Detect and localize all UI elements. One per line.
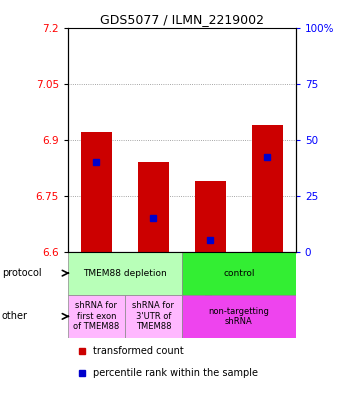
Text: TMEM88 depletion: TMEM88 depletion [83,269,167,277]
Bar [81,132,112,252]
Text: control: control [223,269,255,277]
Text: shRNA for
3'UTR of
TMEM88: shRNA for 3'UTR of TMEM88 [132,301,174,331]
Bar [125,295,182,338]
Bar [182,295,296,338]
Text: other: other [2,311,28,321]
Bar [138,162,169,252]
Bar [252,125,283,252]
Bar [182,252,296,295]
Text: non-targetting
shRNA: non-targetting shRNA [208,307,269,326]
Text: protocol: protocol [2,268,41,278]
Text: percentile rank within the sample: percentile rank within the sample [93,368,258,378]
Text: transformed count: transformed count [93,346,184,356]
Bar [195,180,226,252]
Bar [68,295,125,338]
Text: shRNA for
first exon
of TMEM88: shRNA for first exon of TMEM88 [73,301,120,331]
Title: GDS5077 / ILMN_2219002: GDS5077 / ILMN_2219002 [100,13,264,26]
Bar [68,252,182,295]
